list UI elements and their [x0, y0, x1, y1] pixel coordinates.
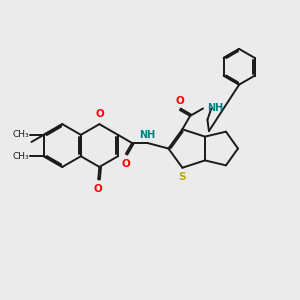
Text: O: O	[95, 109, 104, 119]
Text: S: S	[178, 172, 186, 182]
Text: NH: NH	[140, 130, 156, 140]
Text: CH₃: CH₃	[12, 152, 29, 161]
Text: NH: NH	[207, 103, 223, 113]
Text: O: O	[122, 159, 130, 169]
Text: CH₃: CH₃	[12, 130, 29, 139]
Text: O: O	[175, 95, 184, 106]
Text: O: O	[94, 184, 103, 194]
